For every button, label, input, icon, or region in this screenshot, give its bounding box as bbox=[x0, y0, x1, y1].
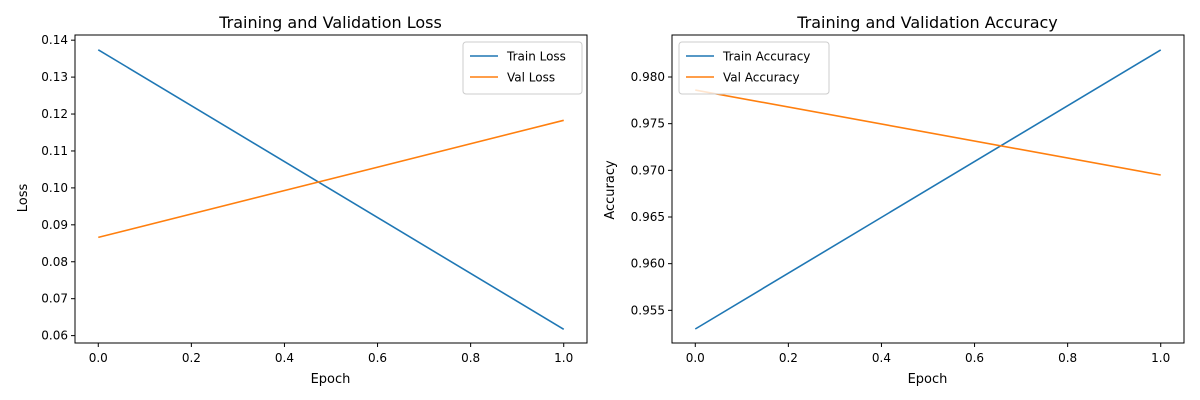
series-line-val-accuracy bbox=[695, 89, 1161, 176]
legend-label: Val Accuracy bbox=[723, 71, 800, 85]
y-tick-label: 0.14 bbox=[41, 33, 68, 47]
x-tick-label: 0.8 bbox=[461, 351, 480, 365]
y-tick-label: 0.12 bbox=[41, 107, 68, 121]
legend-label: Train Accuracy bbox=[722, 50, 810, 64]
x-tick-label: 0.6 bbox=[965, 351, 984, 365]
y-tick-label: 0.10 bbox=[41, 181, 68, 195]
y-tick-label: 0.07 bbox=[41, 292, 68, 306]
y-axis-label: Accuracy bbox=[603, 160, 618, 220]
y-tick-label: 0.980 bbox=[631, 70, 665, 84]
y-tick-label: 0.13 bbox=[41, 70, 68, 84]
y-tick-label: 0.11 bbox=[41, 144, 68, 158]
y-tick-label: 0.06 bbox=[41, 329, 68, 343]
x-tick-label: 1.0 bbox=[1151, 351, 1170, 365]
y-tick-label: 0.970 bbox=[631, 163, 665, 177]
x-tick-label: 0.2 bbox=[779, 351, 798, 365]
series-line-train-loss bbox=[97, 49, 565, 331]
series-line-train-accuracy bbox=[694, 49, 1162, 330]
legend-label: Val Loss bbox=[507, 71, 555, 85]
y-tick-label: 0.975 bbox=[631, 117, 665, 131]
y-axis-label: Loss bbox=[16, 184, 31, 213]
chart-title: Training and Validation Accuracy bbox=[796, 13, 1058, 32]
series-line-val-loss bbox=[98, 119, 564, 239]
chart-title: Training and Validation Loss bbox=[218, 13, 442, 32]
plot-area-frame bbox=[671, 34, 1185, 344]
accuracy-chart: Training and Validation Accuracy Epoch A… bbox=[603, 13, 1185, 387]
legend-box bbox=[678, 41, 830, 95]
y-tick-label: 0.08 bbox=[41, 255, 68, 269]
x-tick-label: 0.4 bbox=[275, 351, 294, 365]
x-tick-label: 0.2 bbox=[182, 351, 201, 365]
x-tick-label: 0.6 bbox=[368, 351, 387, 365]
y-tick-label: 0.965 bbox=[631, 210, 665, 224]
y-tick-label: 0.09 bbox=[41, 218, 68, 232]
x-tick-label: 1.0 bbox=[554, 351, 573, 365]
x-tick-label: 0.0 bbox=[89, 351, 108, 365]
legend-box bbox=[462, 41, 583, 95]
plot-area-frame bbox=[74, 34, 588, 344]
x-tick-label: 0.4 bbox=[872, 351, 891, 365]
legend-label: Train Loss bbox=[506, 50, 566, 64]
y-tick-label: 0.955 bbox=[631, 303, 665, 317]
x-axis-label: Epoch bbox=[908, 372, 948, 387]
loss-chart: Training and Validation Loss Epoch Loss … bbox=[16, 13, 588, 387]
x-tick-label: 0.0 bbox=[686, 351, 705, 365]
legend: Train Accuracy Val Accuracy bbox=[678, 41, 830, 95]
legend: Train Loss Val Loss bbox=[462, 41, 583, 95]
x-tick-label: 0.8 bbox=[1058, 351, 1077, 365]
x-axis-label: Epoch bbox=[311, 372, 351, 387]
y-tick-label: 0.960 bbox=[631, 257, 665, 271]
